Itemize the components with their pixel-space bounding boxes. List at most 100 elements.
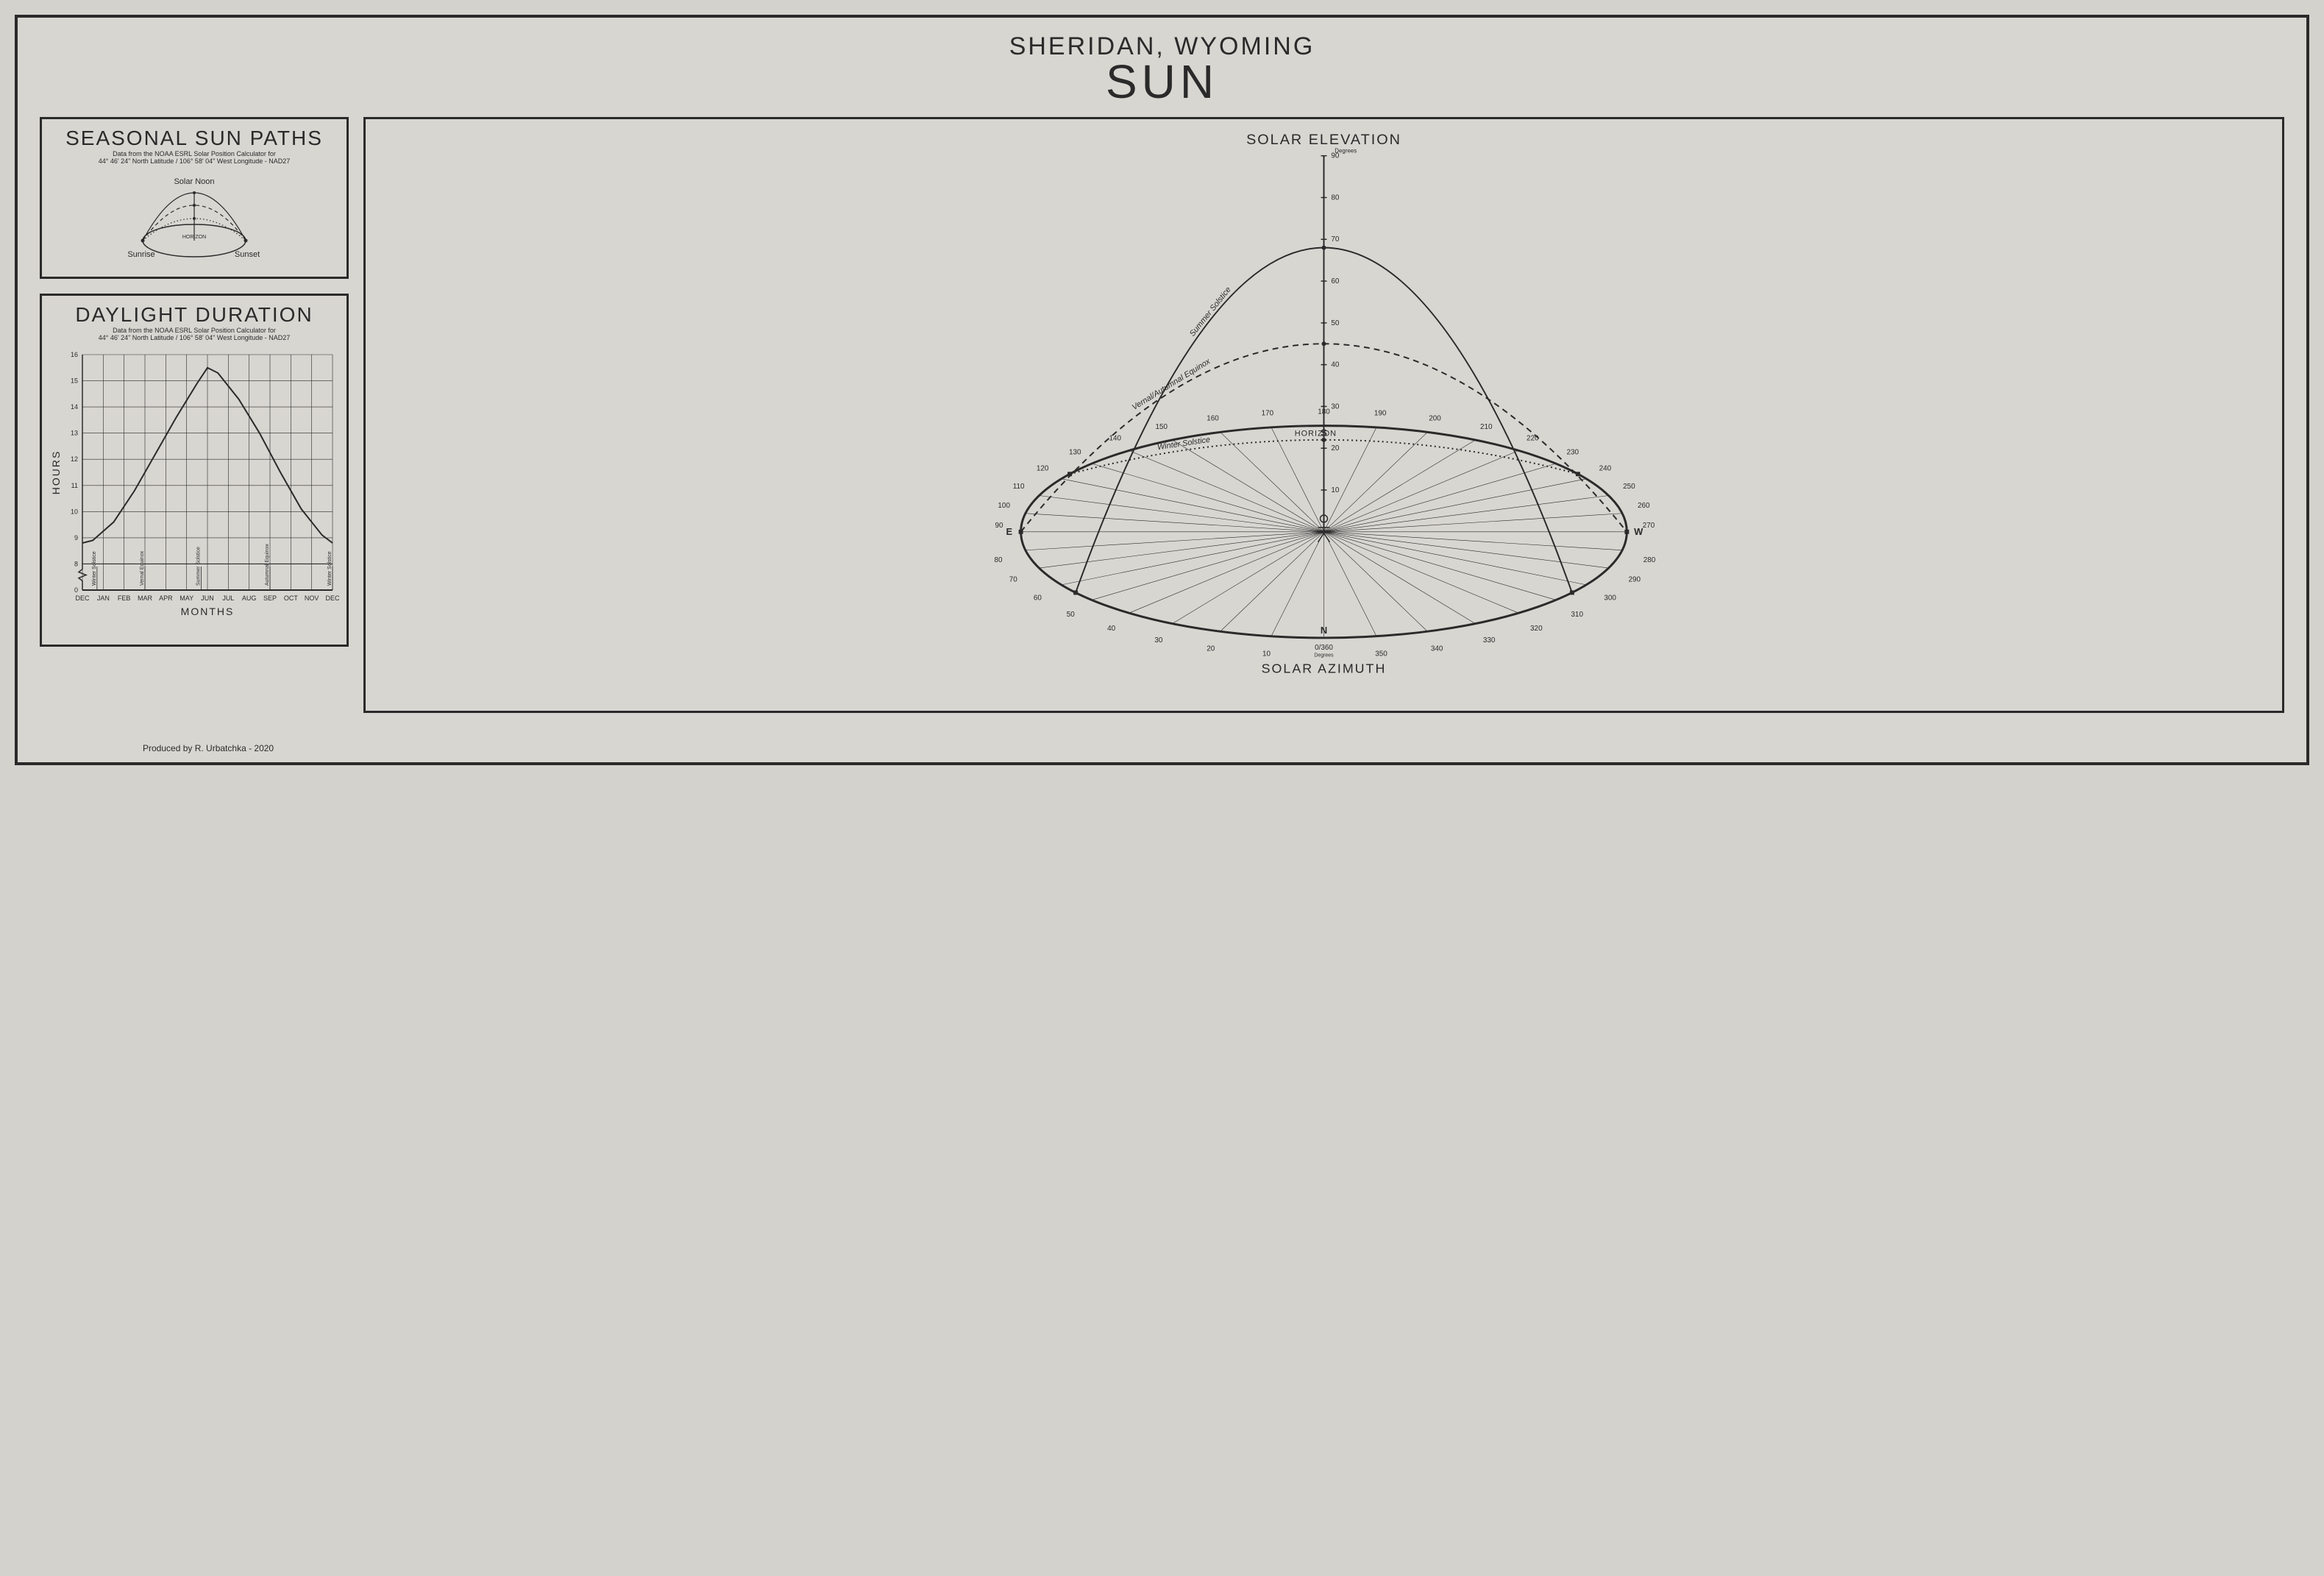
svg-text:Sunset: Sunset: [235, 250, 260, 259]
svg-text:8: 8: [74, 560, 78, 567]
legend-diagram: Solar Noon Sunrise Sunset HORIZON: [99, 171, 290, 266]
svg-text:AUG: AUG: [242, 594, 257, 602]
svg-text:340: 340: [1431, 645, 1443, 653]
svg-text:SOLAR ELEVATION: SOLAR ELEVATION: [1246, 132, 1401, 148]
svg-text:JAN: JAN: [97, 594, 110, 602]
svg-text:W: W: [1634, 526, 1643, 537]
svg-text:300: 300: [1604, 594, 1616, 602]
sun-text: SUN: [40, 61, 2284, 104]
credit-text: Produced by R. Urbatchka - 2020: [143, 743, 274, 753]
svg-text:HOURS: HOURS: [50, 450, 62, 495]
svg-text:40: 40: [1107, 625, 1116, 633]
sun-path-diagram: SOLAR ELEVATION Degrees 10 20 30 40 50 60 70 80 90…: [373, 127, 2275, 703]
daylight-sub1: Data from the NOAA ESRL Solar Position C…: [49, 327, 339, 334]
svg-text:E: E: [1006, 526, 1012, 537]
svg-text:50: 50: [1331, 319, 1340, 327]
sun-path-panel: SOLAR ELEVATION Degrees 10 20 30 40 50 60 70 80 90…: [363, 117, 2284, 713]
svg-text:210: 210: [1480, 423, 1493, 431]
svg-text:Summer Solstice: Summer Solstice: [1188, 285, 1233, 338]
svg-text:20: 20: [1207, 645, 1215, 653]
svg-text:190: 190: [1374, 410, 1387, 418]
svg-text:14: 14: [71, 403, 78, 411]
svg-text:220: 220: [1527, 434, 1539, 442]
svg-text:130: 130: [1069, 449, 1081, 457]
svg-text:DEC: DEC: [75, 594, 90, 602]
daylight-title: DAYLIGHT DURATION: [49, 303, 339, 327]
svg-text:270: 270: [1643, 522, 1655, 530]
legend-title: SEASONAL SUN PATHS: [49, 127, 339, 150]
svg-text:11: 11: [71, 482, 78, 489]
svg-text:10: 10: [71, 508, 78, 515]
svg-text:330: 330: [1483, 636, 1496, 645]
svg-text:20: 20: [1331, 444, 1340, 452]
svg-text:90: 90: [995, 522, 1003, 530]
svg-text:16: 16: [71, 351, 78, 358]
svg-text:280: 280: [1643, 556, 1656, 564]
svg-text:JUL: JUL: [222, 594, 234, 602]
svg-text:13: 13: [71, 430, 78, 437]
svg-text:Solar Noon: Solar Noon: [174, 177, 214, 186]
legend-sub2: 44° 46' 24" North Latitude / 106° 58' 04…: [49, 157, 339, 165]
svg-text:Sunrise: Sunrise: [127, 250, 154, 259]
daylight-chart: 08910111213141516DECJANFEBMARAPRMAYJUNJU…: [49, 347, 340, 634]
svg-text:12: 12: [71, 455, 78, 463]
svg-text:SOLAR AZIMUTH: SOLAR AZIMUTH: [1262, 661, 1387, 676]
daylight-sub2: 44° 46' 24" North Latitude / 106° 58' 04…: [49, 334, 339, 341]
svg-text:150: 150: [1155, 423, 1168, 431]
svg-text:HORIZON: HORIZON: [182, 235, 206, 240]
svg-text:60: 60: [1034, 594, 1042, 602]
svg-text:MONTHS: MONTHS: [181, 606, 235, 617]
svg-text:MAR: MAR: [138, 594, 153, 602]
svg-text:JUN: JUN: [201, 594, 214, 602]
svg-text:Vernal/Autumnal Equinox: Vernal/Autumnal Equinox: [1131, 357, 1212, 412]
svg-text:230: 230: [1566, 449, 1579, 457]
svg-text:DEC: DEC: [325, 594, 340, 602]
legend-sub1: Data from the NOAA ESRL Solar Position C…: [49, 150, 339, 157]
svg-text:Degrees: Degrees: [1314, 653, 1334, 659]
poster-frame: SHERIDAN, WYOMING SUN SEASONAL SUN PATHS…: [15, 15, 2309, 765]
svg-text:Summer Solstice: Summer Solstice: [196, 547, 202, 586]
svg-text:70: 70: [1009, 575, 1018, 583]
main-title: SHERIDAN, WYOMING SUN: [40, 32, 2284, 104]
svg-text:Vernal Equinox: Vernal Equinox: [140, 550, 145, 586]
svg-text:80: 80: [994, 556, 1003, 564]
svg-text:10: 10: [1331, 486, 1340, 494]
svg-text:30: 30: [1154, 636, 1163, 645]
svg-text:N: N: [1321, 625, 1327, 636]
svg-text:MAY: MAY: [180, 594, 193, 602]
svg-text:S: S: [1321, 427, 1327, 439]
svg-text:NOV: NOV: [305, 594, 319, 602]
svg-text:APR: APR: [159, 594, 173, 602]
svg-text:90: 90: [1331, 152, 1340, 160]
svg-text:320: 320: [1530, 625, 1543, 633]
svg-text:290: 290: [1628, 575, 1641, 583]
svg-text:60: 60: [1331, 277, 1340, 285]
svg-text:170: 170: [1262, 410, 1274, 418]
svg-text:FEB: FEB: [118, 594, 131, 602]
svg-text:100: 100: [998, 502, 1010, 510]
legend-panel: SEASONAL SUN PATHS Data from the NOAA ES…: [40, 117, 349, 279]
svg-text:160: 160: [1207, 415, 1219, 423]
svg-text:SEP: SEP: [263, 594, 277, 602]
daylight-panel: DAYLIGHT DURATION Data from the NOAA ESR…: [40, 294, 349, 647]
svg-text:250: 250: [1623, 483, 1635, 491]
svg-text:80: 80: [1331, 194, 1340, 202]
svg-text:140: 140: [1109, 434, 1121, 442]
svg-text:Autumnal Equinox: Autumnal Equinox: [265, 544, 270, 586]
svg-text:0/360: 0/360: [1315, 644, 1333, 652]
svg-text:30: 30: [1331, 402, 1340, 411]
svg-text:350: 350: [1375, 650, 1387, 659]
svg-text:310: 310: [1571, 611, 1583, 619]
svg-text:70: 70: [1331, 235, 1340, 244]
svg-text:260: 260: [1638, 502, 1650, 510]
svg-text:50: 50: [1067, 611, 1076, 619]
svg-text:10: 10: [1262, 650, 1271, 659]
svg-text:9: 9: [74, 534, 78, 542]
svg-text:Winter Solstice: Winter Solstice: [327, 551, 333, 586]
svg-text:40: 40: [1331, 361, 1340, 369]
svg-text:Winter Solstice: Winter Solstice: [92, 551, 97, 586]
svg-text:HORIZON: HORIZON: [1295, 430, 1337, 439]
svg-text:200: 200: [1429, 415, 1441, 423]
svg-text:110: 110: [1013, 483, 1025, 491]
svg-text:15: 15: [71, 377, 78, 385]
